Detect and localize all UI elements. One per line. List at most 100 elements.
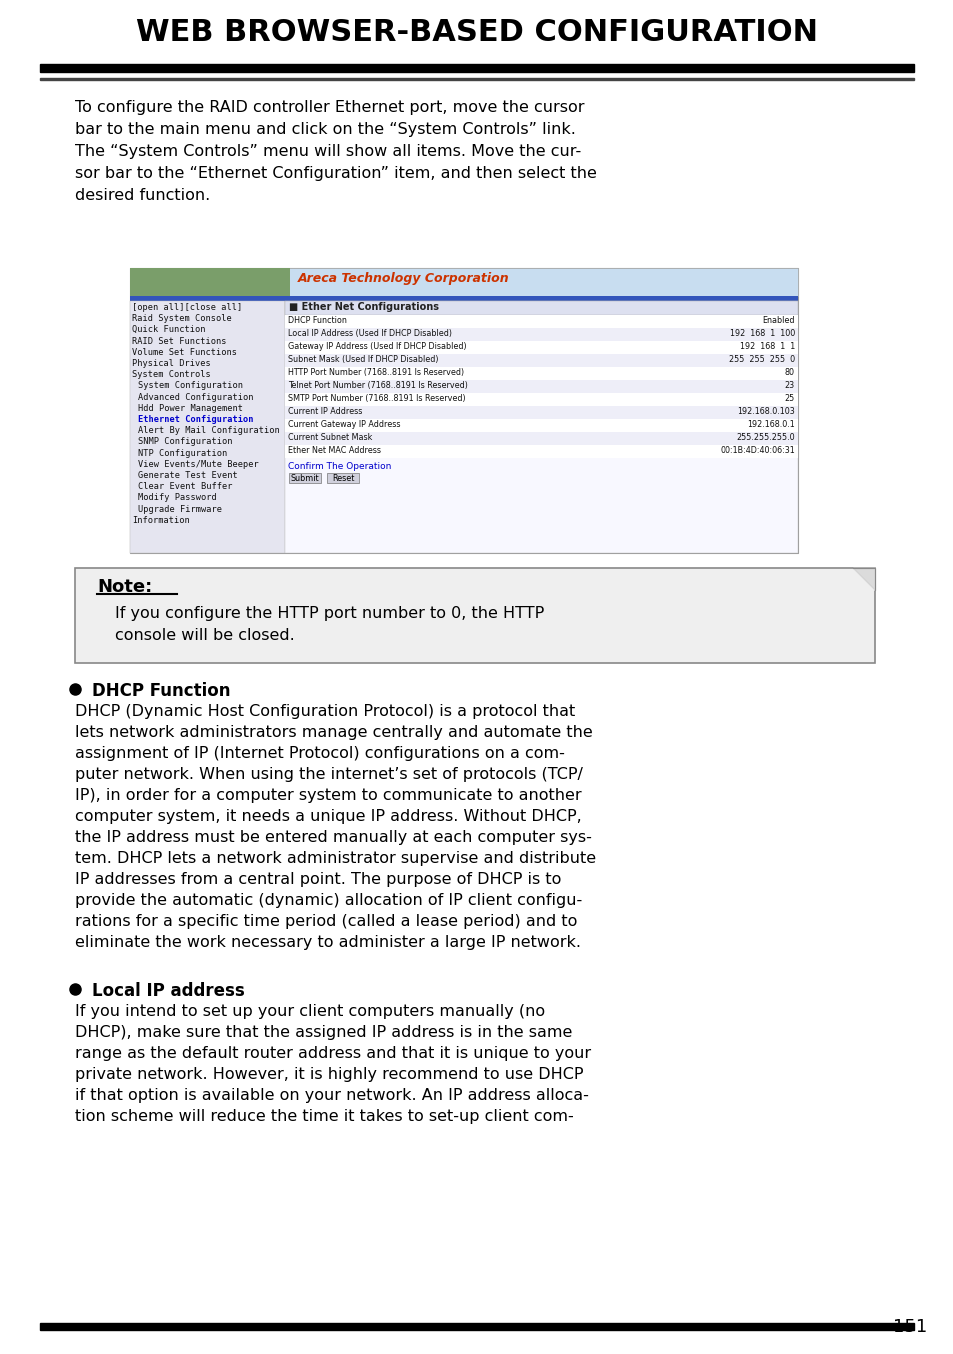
Text: range as the default router address and that it is unique to your: range as the default router address and …: [75, 1047, 591, 1062]
Text: IP), in order for a computer system to communicate to another: IP), in order for a computer system to c…: [75, 788, 581, 803]
Text: If you intend to set up your client computers manually (no: If you intend to set up your client comp…: [75, 1005, 544, 1020]
Text: Ether Net MAC Address: Ether Net MAC Address: [288, 445, 380, 455]
Text: 151: 151: [892, 1317, 926, 1336]
Bar: [327, 473, 358, 483]
Text: the IP address must be entered manually at each computer sys-: the IP address must be entered manually …: [75, 830, 591, 845]
Text: 192  168  1  1: 192 168 1 1: [739, 343, 794, 351]
Bar: [285, 341, 797, 353]
Bar: [285, 315, 797, 328]
Text: Clear Event Buffer: Clear Event Buffer: [138, 482, 233, 492]
Bar: [130, 301, 285, 552]
Text: provide the automatic (dynamic) allocation of IP client configu-: provide the automatic (dynamic) allocati…: [75, 894, 581, 909]
Text: System Configuration: System Configuration: [138, 382, 243, 390]
Text: WEB BROWSER-BASED CONFIGURATION: WEB BROWSER-BASED CONFIGURATION: [136, 18, 817, 47]
Text: Raid System Console: Raid System Console: [132, 314, 232, 324]
Text: Reset: Reset: [332, 474, 354, 483]
Text: Upgrade Firmware: Upgrade Firmware: [138, 505, 222, 513]
Text: Advanced Configuration: Advanced Configuration: [138, 393, 253, 402]
Bar: [285, 380, 797, 393]
Text: To configure the RAID controller Ethernet port, move the cursor: To configure the RAID controller Etherne…: [75, 100, 584, 115]
Text: console will be closed.: console will be closed.: [115, 628, 294, 643]
Text: Telnet Port Number (7168..8191 Is Reserved): Telnet Port Number (7168..8191 Is Reserv…: [288, 380, 467, 390]
Text: desired function.: desired function.: [75, 188, 210, 203]
Text: NTP Configuration: NTP Configuration: [138, 448, 227, 458]
Text: Alert By Mail Configuration: Alert By Mail Configuration: [138, 427, 279, 435]
Bar: [130, 268, 290, 297]
Text: bar to the main menu and click on the “System Controls” link.: bar to the main menu and click on the “S…: [75, 122, 576, 137]
Bar: [285, 432, 797, 445]
Text: DHCP (Dynamic Host Configuration Protocol) is a protocol that: DHCP (Dynamic Host Configuration Protoco…: [75, 704, 575, 719]
Text: computer system, it needs a unique IP address. Without DHCP,: computer system, it needs a unique IP ad…: [75, 808, 581, 825]
Text: Current Subnet Mask: Current Subnet Mask: [288, 433, 372, 441]
Text: tion scheme will reduce the time it takes to set-up client com-: tion scheme will reduce the time it take…: [75, 1109, 573, 1124]
Bar: [285, 393, 797, 406]
Text: 23: 23: [784, 380, 794, 390]
Bar: [285, 406, 797, 418]
Text: Subnet Mask (Used If DHCP Disabled): Subnet Mask (Used If DHCP Disabled): [288, 355, 438, 364]
Bar: [285, 418, 797, 432]
Bar: [285, 353, 797, 367]
Text: sor bar to the “Ethernet Configuration” item, and then select the: sor bar to the “Ethernet Configuration” …: [75, 167, 597, 181]
Text: 25: 25: [784, 394, 794, 403]
Text: Generate Test Event: Generate Test Event: [138, 471, 237, 481]
Text: HTTP Port Number (7168..8191 Is Reserved): HTTP Port Number (7168..8191 Is Reserved…: [288, 368, 464, 376]
Text: 192  168  1  100: 192 168 1 100: [729, 329, 794, 338]
Text: 255  255  255  0: 255 255 255 0: [728, 355, 794, 364]
Text: Areca Technology Corporation: Areca Technology Corporation: [297, 272, 509, 284]
Bar: [289, 473, 320, 483]
Text: SMTP Port Number (7168..8191 Is Reserved): SMTP Port Number (7168..8191 Is Reserved…: [288, 394, 465, 403]
Text: eliminate the work necessary to administer a large IP network.: eliminate the work necessary to administ…: [75, 936, 580, 951]
Bar: [285, 328, 797, 341]
Text: Confirm The Operation: Confirm The Operation: [288, 462, 391, 471]
Text: 192.168.0.103: 192.168.0.103: [737, 408, 794, 416]
Text: 255.255.255.0: 255.255.255.0: [736, 433, 794, 441]
Text: DHCP), make sure that the assigned IP address is in the same: DHCP), make sure that the assigned IP ad…: [75, 1025, 572, 1040]
Text: System Controls: System Controls: [132, 370, 211, 379]
Text: If you configure the HTTP port number to 0, the HTTP: If you configure the HTTP port number to…: [115, 607, 543, 621]
Bar: [285, 445, 797, 458]
Text: Local IP Address (Used If DHCP Disabled): Local IP Address (Used If DHCP Disabled): [288, 329, 452, 338]
Text: View Events/Mute Beeper: View Events/Mute Beeper: [138, 460, 258, 468]
Text: puter network. When using the internet’s set of protocols (TCP/: puter network. When using the internet’s…: [75, 766, 582, 783]
Text: if that option is available on your network. An IP address alloca-: if that option is available on your netw…: [75, 1089, 588, 1104]
Polygon shape: [852, 567, 874, 590]
Text: IP addresses from a central point. The purpose of DHCP is to: IP addresses from a central point. The p…: [75, 872, 560, 887]
Bar: [130, 268, 797, 297]
Text: Quick Function: Quick Function: [132, 325, 205, 334]
Text: Enabled: Enabled: [761, 315, 794, 325]
Polygon shape: [852, 567, 874, 590]
Text: 80: 80: [784, 368, 794, 376]
Text: [open all][close all]: [open all][close all]: [132, 303, 242, 311]
Text: lets network administrators manage centrally and automate the: lets network administrators manage centr…: [75, 724, 592, 741]
Text: Hdd Power Management: Hdd Power Management: [138, 403, 243, 413]
Text: assignment of IP (Internet Protocol) configurations on a com-: assignment of IP (Internet Protocol) con…: [75, 746, 564, 761]
Text: private network. However, it is highly recommend to use DHCP: private network. However, it is highly r…: [75, 1067, 583, 1082]
Bar: [130, 297, 797, 301]
Text: Modify Password: Modify Password: [138, 493, 216, 502]
Text: Note:: Note:: [97, 578, 152, 596]
Text: Volume Set Functions: Volume Set Functions: [132, 348, 236, 357]
Text: Ethernet Configuration: Ethernet Configuration: [138, 414, 253, 424]
Bar: [75, 567, 874, 663]
Text: ■ Ether Net Configurations: ■ Ether Net Configurations: [289, 302, 438, 311]
Text: Local IP address: Local IP address: [91, 982, 245, 1001]
Text: Current Gateway IP Address: Current Gateway IP Address: [288, 420, 400, 429]
Bar: [285, 301, 797, 552]
Text: rations for a specific time period (called a lease period) and to: rations for a specific time period (call…: [75, 914, 577, 929]
Text: Current IP Address: Current IP Address: [288, 408, 362, 416]
Text: DHCP Function: DHCP Function: [91, 682, 231, 700]
Text: 192.168.0.1: 192.168.0.1: [746, 420, 794, 429]
Text: SNMP Configuration: SNMP Configuration: [138, 437, 233, 447]
Text: Gateway IP Address (Used If DHCP Disabled): Gateway IP Address (Used If DHCP Disable…: [288, 343, 466, 351]
Text: The “System Controls” menu will show all items. Move the cur-: The “System Controls” menu will show all…: [75, 144, 580, 158]
Text: RAID Set Functions: RAID Set Functions: [132, 337, 226, 345]
Text: tem. DHCP lets a network administrator supervise and distribute: tem. DHCP lets a network administrator s…: [75, 852, 596, 867]
Text: DHCP Function: DHCP Function: [288, 315, 347, 325]
Bar: [40, 1323, 913, 1330]
Bar: [130, 268, 797, 552]
Bar: [285, 367, 797, 380]
Text: Information: Information: [132, 516, 190, 525]
Text: 00:1B:4D:40:06:31: 00:1B:4D:40:06:31: [720, 445, 794, 455]
Bar: [285, 301, 797, 315]
Bar: [40, 79, 913, 80]
